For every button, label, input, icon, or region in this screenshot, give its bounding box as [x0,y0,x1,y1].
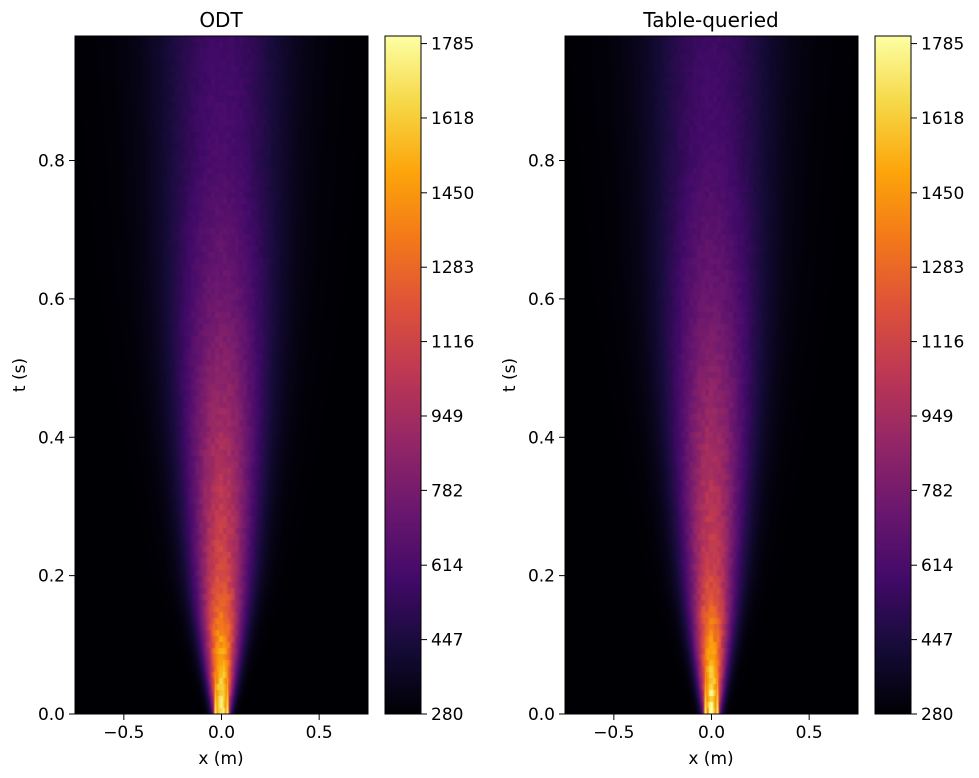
y-tick-label: 0.4 [528,428,555,448]
colorbar-tick-label: 447 [921,631,953,651]
y-tick-label: 0.2 [528,567,555,587]
colorbar: 280 447 614 782 949 1116 1283 1450 1618 1785 [874,35,964,725]
colorbar-tick-label: 1785 [431,35,474,55]
chart-title: ODT [199,8,243,32]
colorbar-tick-label: 1785 [921,35,964,55]
colorbar-tick-label: 782 [921,481,953,501]
x-axis: −0.5 0.0 0.5 [593,714,823,743]
x-tick-label: 0.5 [796,723,823,743]
colorbar-ticks: 280 447 614 782 949 1116 1283 1450 1618 1785 [911,35,964,725]
colorbar-tick-label: 1450 [431,184,474,204]
y-axis-label: t (s) [500,358,520,392]
heatmap-plot-area [74,35,369,715]
colorbar-tick-label: 782 [431,481,463,501]
y-axis: 0.0 0.2 0.4 0.6 0.8 [528,152,565,725]
y-tick-label: 0.8 [38,152,65,172]
colorbar-gradient [874,35,912,715]
heatmap-image [75,36,368,714]
x-tick-label: −0.5 [593,723,634,743]
x-tick-label: 0.0 [208,723,235,743]
heatmap-image [565,36,858,714]
colorbar-ticks: 280 447 614 782 949 1116 1283 1450 1618 1785 [421,35,474,725]
y-tick-label: 0.6 [38,290,65,310]
y-tick-label: 0.0 [528,705,555,725]
colorbar-tick-label: 280 [921,705,953,725]
chart-title: Table-queried [642,8,778,32]
x-tick-label: 0.0 [698,723,725,743]
colorbar-tick-label: 1618 [921,109,964,129]
colorbar-tick-label: 949 [921,407,953,427]
colorbar-gradient [384,35,422,715]
colorbar-tick-label: 614 [431,556,463,576]
panel-table-queried: Table-queried −0.5 0.0 0.5 0.0 0.2 0.4 0.6 0.8… [500,8,964,769]
y-axis: 0.0 0.2 0.4 0.6 0.8 [38,152,75,725]
y-tick-label: 0.0 [38,705,65,725]
colorbar-tick-label: 1618 [431,109,474,129]
panel-odt: ODT −0.5 0.0 0.5 0.0 0.2 0.4 0.6 0.8 x (m) t (… [10,8,474,769]
colorbar-tick-label: 1283 [921,258,964,278]
x-axis: −0.5 0.0 0.5 [103,714,333,743]
x-tick-label: −0.5 [103,723,144,743]
x-axis-label: x (m) [198,749,243,769]
y-tick-label: 0.2 [38,567,65,587]
colorbar-tick-label: 949 [431,407,463,427]
colorbar-tick-label: 1116 [921,333,964,353]
colorbar-tick-label: 447 [431,631,463,651]
colorbar: 280 447 614 782 949 1116 1283 1450 1618 1785 [384,35,474,725]
colorbar-tick-label: 1116 [431,333,474,353]
y-axis-label: t (s) [10,358,30,392]
x-tick-label: 0.5 [306,723,333,743]
colorbar-tick-label: 1450 [921,184,964,204]
colorbar-tick-label: 1283 [431,258,474,278]
y-tick-label: 0.8 [528,152,555,172]
colorbar-tick-label: 614 [921,556,953,576]
heatmap-plot-area [564,35,859,715]
colorbar-tick-label: 280 [431,705,463,725]
x-axis-label: x (m) [688,749,733,769]
y-tick-label: 0.4 [38,428,65,448]
y-tick-label: 0.6 [528,290,555,310]
